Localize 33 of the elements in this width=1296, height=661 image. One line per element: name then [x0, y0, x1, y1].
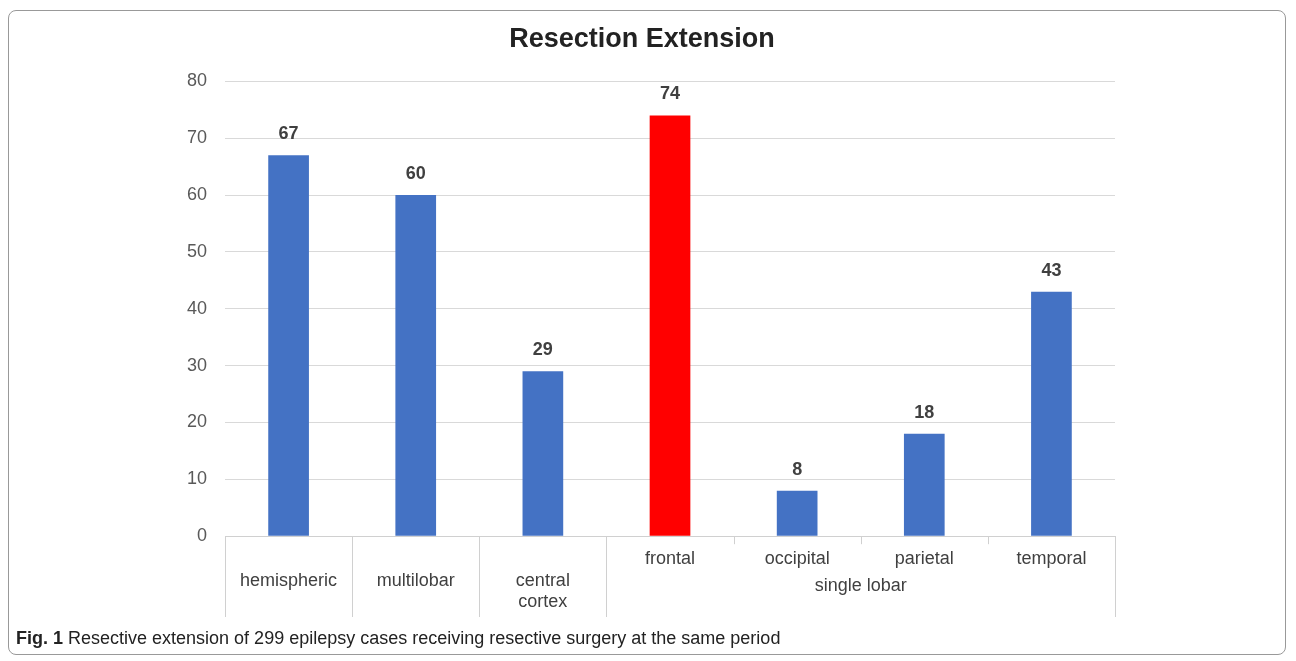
x-tick-label: parietal	[894, 547, 954, 568]
x-tick-label: hemispheric	[240, 569, 338, 590]
y-tick-label: 20	[186, 411, 208, 432]
data-label: 8	[792, 458, 803, 479]
caption: Fig. 1 Resective extension of 299 epilepsy cases receiving resective surgery at the same period	[16, 628, 781, 649]
y-tick-label: 50	[186, 240, 208, 261]
x-tick-label: frontal	[645, 547, 696, 568]
bar	[522, 371, 564, 536]
bar	[649, 115, 691, 536]
bar	[776, 490, 818, 536]
data-label: 29	[532, 339, 553, 360]
bar	[268, 155, 309, 536]
x-tick-label: occipital	[764, 547, 830, 568]
x-tick-label: multilobar	[376, 569, 455, 590]
chart-title: Resection Extension	[509, 22, 775, 53]
data-label: 60	[405, 163, 426, 184]
x-tick-label: central cortex	[515, 569, 570, 612]
bar	[1031, 291, 1072, 536]
data-label: 67	[278, 123, 299, 144]
data-label: 43	[1041, 259, 1062, 280]
y-tick-label: 60	[186, 184, 208, 205]
bar	[395, 195, 437, 536]
data-label: 18	[914, 401, 935, 422]
x-tick-label: temporal	[1016, 547, 1087, 568]
y-tick-label: 0	[197, 525, 208, 546]
y-tick-label: 30	[186, 354, 208, 375]
y-tick-label: 40	[186, 297, 208, 318]
y-tick-label: 80	[186, 70, 208, 91]
y-tick-label: 10	[186, 468, 208, 489]
data-label: 74	[660, 83, 681, 104]
text: single lobar	[814, 574, 907, 595]
y-tick-label: 70	[186, 127, 208, 148]
bar	[903, 433, 945, 536]
